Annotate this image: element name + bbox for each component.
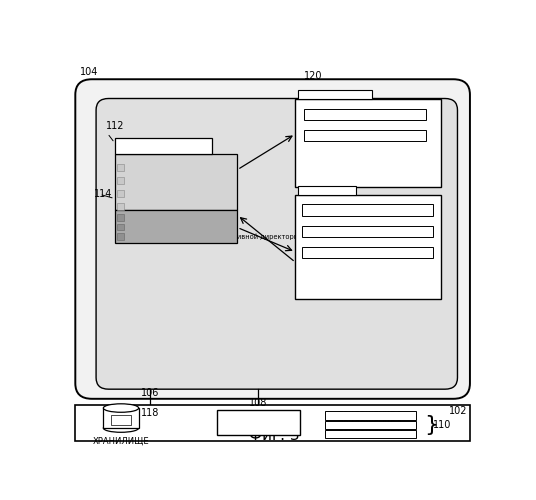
Text: Искать в моих данных: Искать в моих данных xyxy=(125,224,204,230)
Text: (3): (3) xyxy=(225,177,235,184)
Bar xyxy=(115,154,237,210)
Text: 106: 106 xyxy=(141,388,159,398)
Text: ФАЙЛ 2: ФАЙЛ 2 xyxy=(348,131,382,140)
Bar xyxy=(117,214,124,220)
Text: ...: ... xyxy=(369,424,380,434)
Text: 122: 122 xyxy=(300,168,318,177)
Bar xyxy=(117,224,124,230)
Text: (22): (22) xyxy=(221,214,235,220)
Text: 110: 110 xyxy=(433,420,451,430)
Bar xyxy=(117,164,124,170)
Ellipse shape xyxy=(103,424,139,432)
Bar xyxy=(117,234,124,240)
Bar xyxy=(110,414,131,424)
Text: lo: lo xyxy=(118,141,128,151)
Text: 2004 ПРОЕКТЫ: 2004 ПРОЕКТЫ xyxy=(334,206,400,214)
Bar xyxy=(295,194,441,298)
Text: 102: 102 xyxy=(449,406,468,415)
Text: Город - Лос-Анжелес: Город - Лос-Анжелес xyxy=(125,203,203,209)
Text: 114: 114 xyxy=(94,189,113,199)
Text: ОПЕРАЦИОННАЯ
СИСТЕМА: ОПЕРАЦИОННАЯ СИСТЕМА xyxy=(219,413,297,432)
Text: ПРИЛОЖЕНИЕ 2: ПРИЛОЖЕНИЕ 2 xyxy=(338,420,402,430)
Text: 112: 112 xyxy=(106,121,124,131)
Text: ПРИЛОЖЕНИЕ 1: ПРИЛОЖЕНИЕ 1 xyxy=(338,411,402,420)
Bar xyxy=(302,246,433,258)
Text: (18): (18) xyxy=(221,190,235,196)
Text: Автор содержит 'lo': Автор содержит 'lo' xyxy=(125,177,198,183)
FancyBboxPatch shape xyxy=(96,98,458,389)
Bar xyxy=(304,109,426,120)
Bar xyxy=(297,90,373,98)
Bar xyxy=(117,177,124,184)
Text: 108: 108 xyxy=(249,398,267,408)
Text: Имя содержит 'lo': Имя содержит 'lo' xyxy=(125,164,191,170)
Text: 104: 104 xyxy=(79,68,98,78)
Text: 120: 120 xyxy=(304,71,322,81)
Text: 2002 ПРОЕКТЫ: 2002 ПРОЕКТЫ xyxy=(334,248,400,257)
Bar xyxy=(117,202,124,209)
Bar xyxy=(103,408,139,428)
Bar xyxy=(117,190,124,196)
Bar xyxy=(115,138,212,154)
Text: ФАЙЛ 1: ФАЙЛ 1 xyxy=(348,110,382,119)
Text: ...: ... xyxy=(362,171,374,184)
Bar xyxy=(302,204,433,216)
Text: 118: 118 xyxy=(141,408,159,418)
Text: ХРАНИЛИЩЕ: ХРАНИЛИЩЕ xyxy=(93,436,150,446)
Bar xyxy=(115,210,237,243)
Text: (10): (10) xyxy=(221,203,235,209)
Text: Текст содержит 'lo': Текст содержит 'lo' xyxy=(125,214,194,220)
Text: 2003 ПРОЕКТЫ: 2003 ПРОЕКТЫ xyxy=(334,227,400,236)
Text: ПРИЛОЖЕНИЕ N: ПРИЛОЖЕНИЕ N xyxy=(338,430,403,438)
Text: Осуществить поиск в корпоративной директории: Осуществить поиск в корпоративной директ… xyxy=(125,234,302,240)
Text: ФАЙЛОВАЯ
СИСТЕМА: ФАЙЛОВАЯ СИСТЕМА xyxy=(106,414,136,424)
Bar xyxy=(325,430,416,438)
Bar xyxy=(297,186,356,194)
Ellipse shape xyxy=(103,404,139,412)
Bar xyxy=(295,98,441,187)
Text: Фиг. 3: Фиг. 3 xyxy=(249,428,300,443)
Bar xyxy=(304,130,426,141)
Bar xyxy=(75,404,470,441)
Text: ...: ... xyxy=(362,282,374,296)
Text: Проект является Longhorn: Проект является Longhorn xyxy=(125,190,223,196)
Text: ПРОЕКТЫ: ПРОЕКТЫ xyxy=(306,186,347,195)
Text: 2004 ПРОЕКТЫ: 2004 ПРОЕКТЫ xyxy=(302,90,368,99)
Text: (27): (27) xyxy=(221,164,235,170)
Text: }: } xyxy=(425,415,438,435)
Bar xyxy=(325,411,416,420)
FancyBboxPatch shape xyxy=(75,79,470,399)
Bar xyxy=(325,420,416,429)
Bar xyxy=(302,226,433,237)
Bar xyxy=(217,410,300,436)
